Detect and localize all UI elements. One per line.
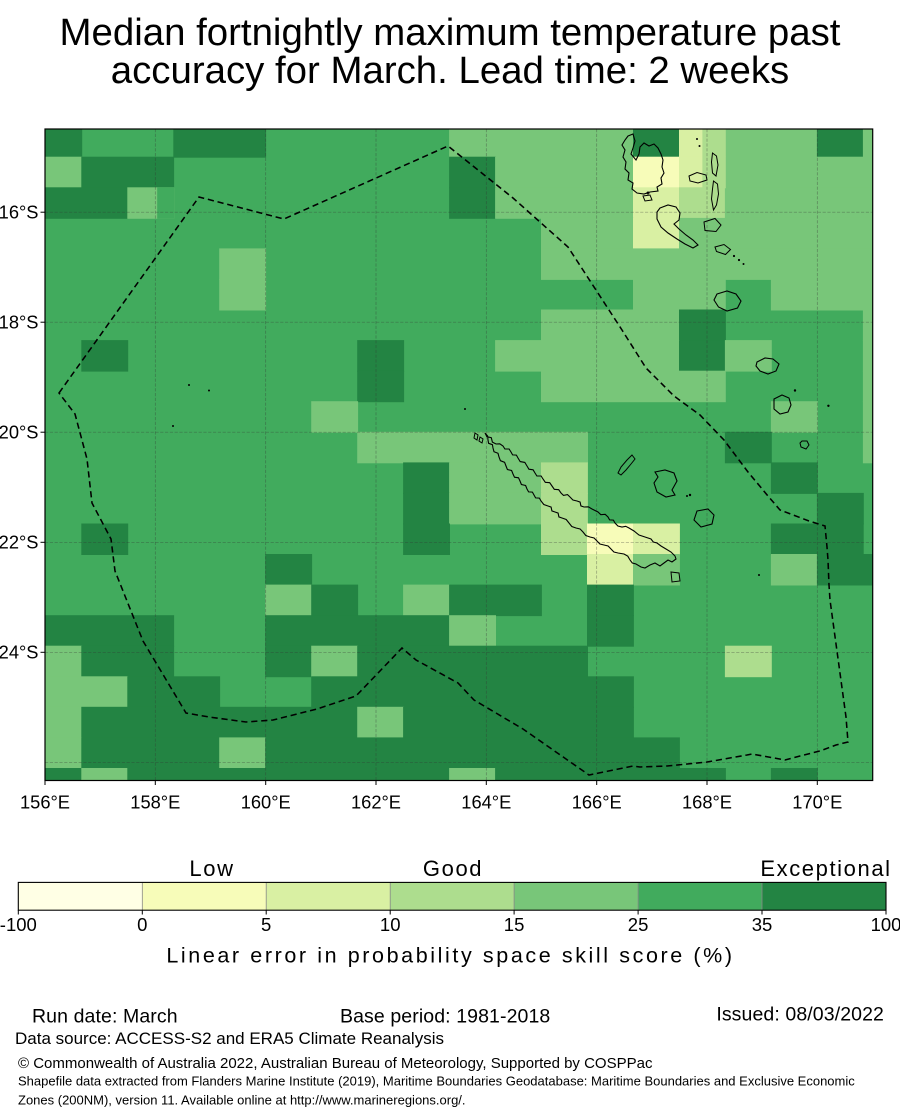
svg-text:18°S: 18°S — [0, 311, 39, 332]
svg-text:0: 0 — [137, 914, 147, 935]
svg-text:Base period: 1981-2018: Base period: 1981-2018 — [340, 1006, 550, 1028]
svg-text:100: 100 — [871, 914, 900, 935]
svg-text:Median fortnightly maximum tem: Median fortnightly maximum temperature p… — [60, 11, 841, 54]
svg-text:170°E: 170°E — [792, 792, 842, 813]
svg-text:20°S: 20°S — [0, 421, 39, 442]
svg-text:accuracy for March. Lead time:: accuracy for March. Lead time: 2 weeks — [111, 49, 790, 92]
svg-text:162°E: 162°E — [351, 792, 401, 813]
svg-text:Zones (200NM), version 11. Ava: Zones (200NM), version 11. Available onl… — [18, 1093, 466, 1108]
svg-text:25: 25 — [628, 914, 649, 935]
svg-text:158°E: 158°E — [130, 792, 180, 813]
svg-text:Issued: 08/03/2022: Issued: 08/03/2022 — [716, 1004, 884, 1026]
svg-text:160°E: 160°E — [241, 792, 291, 813]
svg-text:10: 10 — [380, 914, 401, 935]
svg-text:Exceptional: Exceptional — [760, 856, 891, 881]
svg-text:16°S: 16°S — [0, 201, 39, 222]
svg-text:22°S: 22°S — [0, 532, 39, 553]
svg-text:-100: -100 — [0, 914, 37, 935]
svg-text:24°S: 24°S — [0, 642, 39, 663]
svg-text:168°E: 168°E — [682, 792, 732, 813]
svg-text:Linear error in probability sp: Linear error in probability space skill … — [166, 944, 734, 968]
svg-text:Data source: ACCESS-S2 and ERA: Data source: ACCESS-S2 and ERA5 Climate … — [15, 1029, 444, 1048]
svg-text:Good: Good — [423, 856, 483, 881]
svg-text:156°E: 156°E — [20, 792, 70, 813]
svg-text:15: 15 — [504, 914, 525, 935]
svg-text:Shapefile data extracted from: Shapefile data extracted from Flanders M… — [18, 1074, 855, 1089]
svg-text:© Commonwealth of Australia 20: © Commonwealth of Australia 2022, Austra… — [18, 1055, 653, 1072]
svg-text:164°E: 164°E — [461, 792, 511, 813]
svg-text:Run date: March: Run date: March — [32, 1006, 178, 1028]
svg-text:166°E: 166°E — [572, 792, 622, 813]
svg-text:5: 5 — [261, 914, 271, 935]
svg-text:Low: Low — [189, 856, 234, 881]
svg-text:35: 35 — [752, 914, 773, 935]
